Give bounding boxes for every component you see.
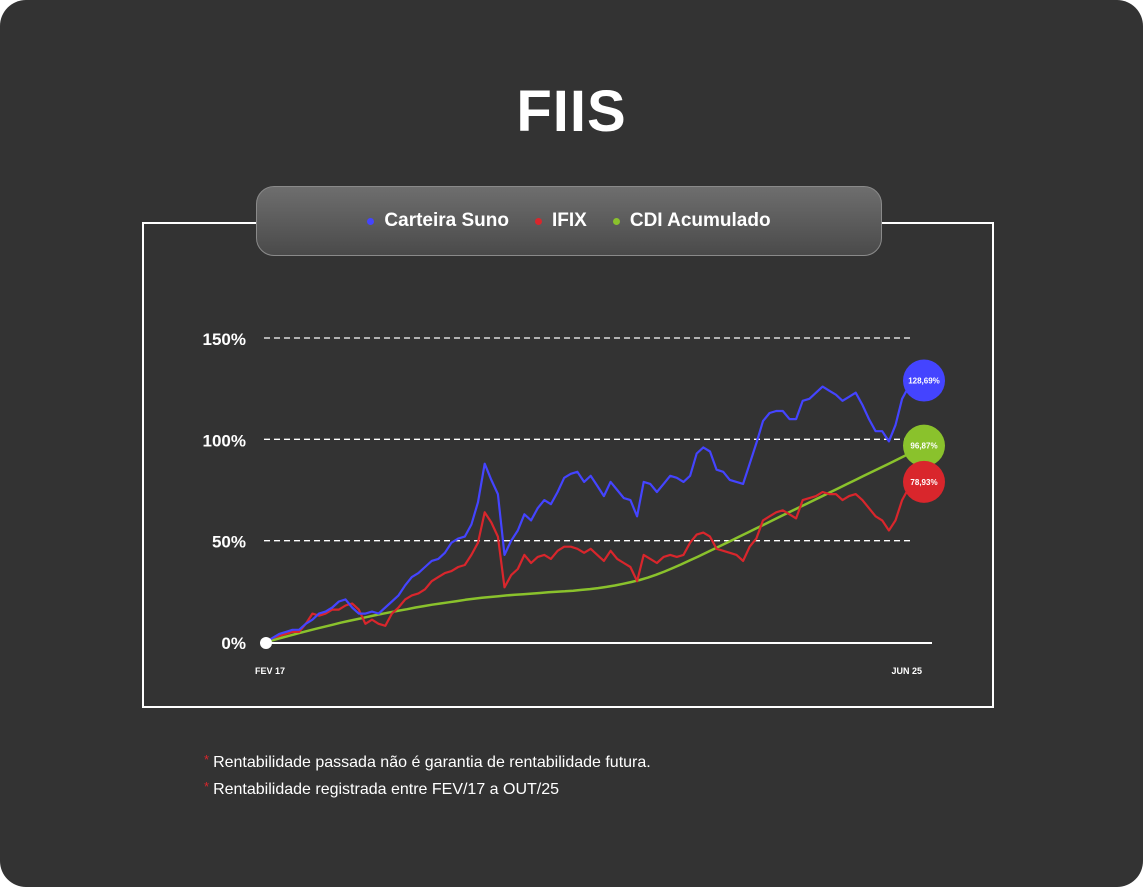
footnote-text: Rentabilidade registrada entre FEV/17 a … — [213, 781, 560, 798]
legend-label-ifix: IFIX — [552, 210, 587, 231]
x-tick-label: JUN 25 — [891, 666, 922, 676]
legend: Carteira Suno IFIX CDI Acumulado — [256, 186, 882, 256]
page-title: FIIS — [516, 79, 627, 144]
legend-label-suno: Carteira Suno — [384, 210, 509, 231]
end-value-badge — [903, 424, 945, 467]
series-line-1 — [264, 480, 924, 644]
legend-dot-suno — [367, 217, 375, 225]
legend-item-cdi: CDI Acumulado — [612, 210, 771, 232]
y-tick-label: 100% — [203, 431, 246, 450]
legend-item-ifix: IFIX — [535, 210, 587, 232]
y-tick-label: 150% — [203, 330, 246, 349]
asterisk-icon: * — [204, 752, 210, 767]
footnote-text: Rentabilidade passada não é garantia de … — [213, 754, 651, 771]
x-tick-label: FEV 17 — [255, 666, 285, 676]
y-tick-label: 50% — [212, 533, 246, 552]
end-value-label: 96,87% — [910, 442, 937, 451]
end-value-badge — [903, 460, 945, 503]
legend-label-cdi: CDI Acumulado — [629, 210, 771, 231]
footnote: * Rentabilidade passada não é garantia d… — [204, 752, 651, 772]
end-value-label: 128,69% — [908, 377, 940, 386]
footnote: * Rentabilidade registrada entre FEV/17 … — [204, 779, 651, 799]
end-value-badge — [903, 359, 945, 402]
legend-dot-cdi — [612, 217, 620, 225]
end-value-label: 78,93% — [910, 478, 937, 487]
origin-marker — [260, 637, 272, 649]
series-line-2 — [264, 444, 924, 644]
series-line-0 — [264, 379, 924, 644]
legend-dot-ifix — [535, 217, 542, 225]
footnotes: * Rentabilidade passada não é garantia d… — [204, 752, 651, 808]
legend-item-suno: Carteira Suno — [367, 210, 509, 232]
asterisk-icon: * — [204, 779, 210, 794]
y-tick-label: 0% — [221, 634, 246, 653]
